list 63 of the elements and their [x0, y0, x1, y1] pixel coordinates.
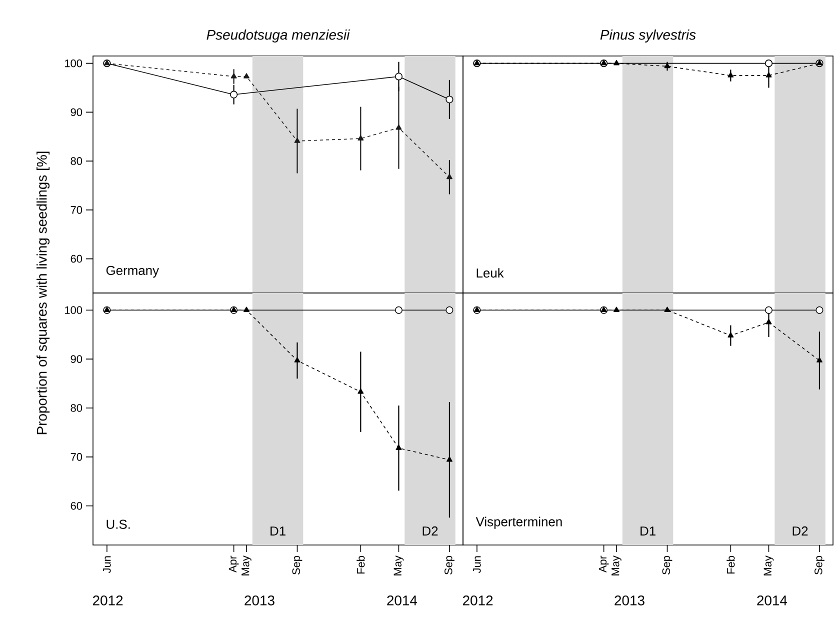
point: [816, 306, 824, 314]
text: 2012: [462, 596, 493, 606]
point: [230, 73, 237, 78]
text: 2013: [614, 596, 644, 606]
band-label: D1: [270, 526, 286, 536]
x-tick-label: May: [612, 556, 622, 576]
y-tick-label: 80: [70, 157, 82, 165]
y-tick-label: 100: [65, 59, 82, 68]
x-tick-label: Sep: [814, 556, 824, 575]
text: 2014: [757, 596, 788, 606]
point: [766, 318, 772, 324]
chart-title: Pseudotsuga menziesii: [206, 29, 350, 42]
y-axis-title: Proportion of squares with living seedlings [%]: [36, 152, 50, 434]
point: [358, 388, 364, 394]
x-tick-label: Sep: [662, 556, 672, 575]
point: [358, 135, 364, 140]
y-tick-label: 90: [70, 355, 82, 363]
band-label: D1: [640, 526, 656, 536]
y-tick-label: 80: [70, 404, 82, 412]
x-tick-label: May: [242, 556, 252, 576]
annotation: U.S.: [106, 520, 130, 529]
y-tick-label: 60: [70, 254, 82, 263]
x-tick-label: May: [394, 556, 404, 576]
y-tick-label: 70: [70, 206, 82, 214]
y-tick-label: 100: [65, 306, 82, 314]
text: 2014: [387, 596, 418, 606]
x-tick-label: Sep: [444, 556, 454, 575]
band-label: D2: [792, 526, 808, 536]
chart-title: Pinus sylvestris: [600, 29, 696, 42]
x-tick-label: Sep: [292, 556, 302, 575]
point: [394, 72, 403, 80]
point: [244, 73, 250, 78]
point: [446, 174, 452, 180]
x-tick-label: Apr: [228, 556, 239, 573]
annotation: Germany: [106, 266, 160, 278]
point: [294, 138, 300, 143]
point: [816, 357, 822, 362]
y-tick-label: 60: [70, 502, 82, 510]
point: [394, 306, 403, 314]
y-tick-label: 70: [70, 453, 82, 461]
point: [446, 306, 454, 314]
point: [396, 444, 402, 450]
point: [294, 357, 300, 362]
x-tick-label: Apr: [598, 556, 609, 573]
y-tick-label: 90: [70, 108, 82, 116]
point: [664, 306, 670, 312]
point: [764, 306, 773, 314]
annotation: Visperterminen: [476, 516, 562, 529]
band-label: D2: [422, 526, 438, 536]
text: 2013: [244, 596, 274, 606]
x-tick-label: Jun: [473, 556, 481, 574]
x-tick-label: Jun: [103, 556, 111, 574]
x-tick-label: May: [764, 556, 774, 576]
point: [396, 124, 402, 130]
x-tick-label: Feb: [356, 556, 365, 574]
point: [446, 96, 454, 104]
text: 2012: [92, 596, 123, 606]
point: [728, 332, 734, 338]
point: [614, 306, 620, 312]
x-tick-label: Feb: [726, 556, 735, 574]
point: [244, 306, 250, 312]
point: [230, 90, 238, 98]
annotation: Leuk: [476, 268, 504, 278]
